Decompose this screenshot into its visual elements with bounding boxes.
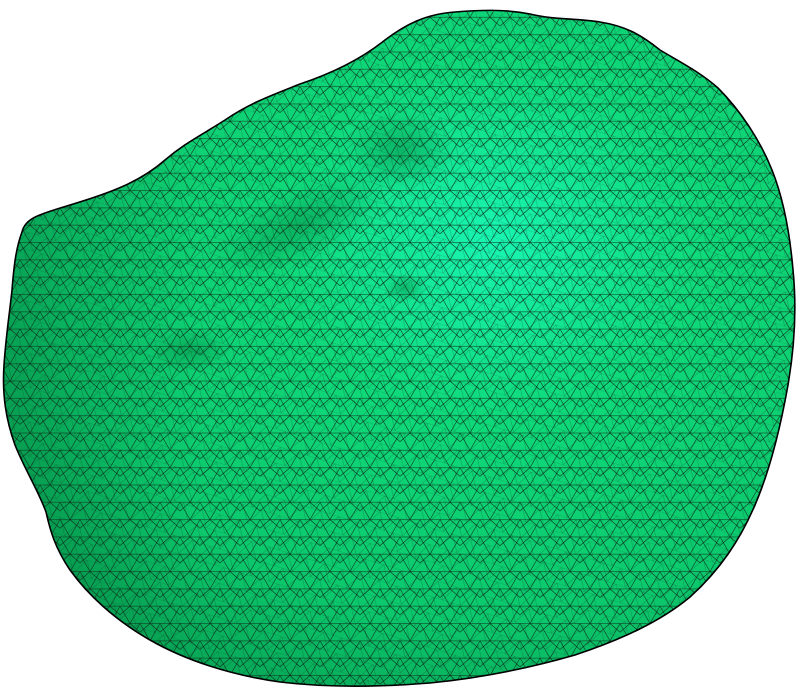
mesh-silhouette [2,9,796,688]
